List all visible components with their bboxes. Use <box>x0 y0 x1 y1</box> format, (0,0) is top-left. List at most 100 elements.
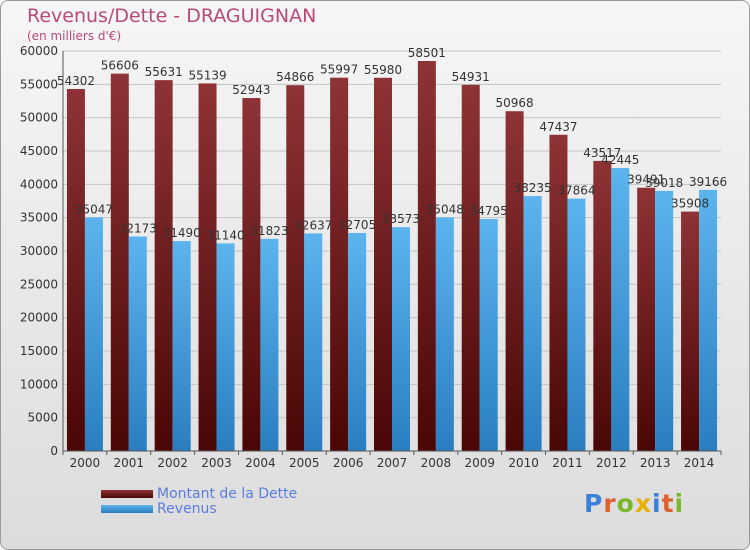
data-label: 56606 <box>101 59 139 73</box>
data-label: 47437 <box>539 120 577 134</box>
y-tick-label: 10000 <box>20 377 58 391</box>
data-label: 38235 <box>514 181 552 195</box>
x-tick-label: 2009 <box>464 456 495 470</box>
logo-letter: o <box>616 489 635 518</box>
bar-dette <box>417 60 436 451</box>
y-tick-label: 45000 <box>20 144 58 158</box>
legend-swatch-revenus <box>101 505 153 513</box>
bar-revenus <box>260 238 279 451</box>
x-tick-label: 2000 <box>70 456 101 470</box>
bar-revenus <box>611 168 630 452</box>
data-label: 33573 <box>382 212 420 226</box>
y-tick-label: 60000 <box>20 44 58 58</box>
bar-revenus <box>435 217 454 451</box>
logo-letter: P <box>584 489 604 518</box>
bar-dette <box>198 83 217 451</box>
data-label: 35047 <box>75 202 113 216</box>
logo-letter: t <box>661 489 675 518</box>
data-label: 55631 <box>145 65 183 79</box>
y-tick-label: 30000 <box>20 244 58 258</box>
x-tick-label: 2002 <box>157 456 188 470</box>
data-label: 43517 <box>583 146 621 160</box>
y-tick-label: 15000 <box>20 344 58 358</box>
bar-dette <box>549 134 568 451</box>
logo-letter: i <box>674 489 685 518</box>
data-label: 54866 <box>276 70 314 84</box>
y-tick-label: 35000 <box>20 211 58 225</box>
data-label: 52943 <box>232 83 270 97</box>
legend-swatch-debt <box>101 490 153 498</box>
data-label: 31490 <box>163 226 201 240</box>
x-tick-label: 2013 <box>640 456 671 470</box>
bar-revenus <box>392 227 410 451</box>
data-label: 42445 <box>601 153 639 167</box>
bar-revenus <box>567 198 586 451</box>
bar-dette <box>461 84 480 451</box>
y-tick-label: 25000 <box>20 277 58 291</box>
bar-dette <box>374 77 392 452</box>
y-tick-label: 40000 <box>20 177 58 191</box>
x-tick-label: 2014 <box>684 456 715 470</box>
data-label: 35908 <box>671 197 709 211</box>
bar-dette <box>110 73 129 452</box>
bar-revenus <box>172 241 191 451</box>
x-tick-label: 2008 <box>421 456 452 470</box>
x-tick-label: 2003 <box>201 456 232 470</box>
data-label: 37864 <box>557 184 595 198</box>
data-label: 54931 <box>452 70 490 84</box>
x-tick-label: 2012 <box>596 456 627 470</box>
y-tick-label: 55000 <box>20 77 58 91</box>
x-tick-label: 2004 <box>245 456 276 470</box>
bar-dette <box>66 88 85 451</box>
bar-dette <box>681 211 700 451</box>
data-label: 31823 <box>250 224 288 238</box>
bar-revenus <box>479 219 498 451</box>
x-tick-label: 2006 <box>333 456 364 470</box>
logo-letter: x <box>634 489 652 518</box>
data-label: 55997 <box>320 63 358 77</box>
bars <box>66 60 718 452</box>
bar-dette <box>286 85 305 451</box>
legend-label-revenus: Revenus <box>157 501 217 517</box>
x-tick-label: 2005 <box>289 456 320 470</box>
bar-dette <box>154 80 173 452</box>
y-tick-label: 20000 <box>20 311 58 325</box>
y-tick-label: 5000 <box>27 411 58 425</box>
data-label: 55139 <box>188 68 226 82</box>
x-tick-label: 2007 <box>377 456 408 470</box>
legend-label-debt: Montant de la Dette <box>157 486 298 502</box>
data-labels: 54302 35047 56606 32173 55631 31490 55139 31140… <box>57 46 727 242</box>
data-label: 32705 <box>338 218 376 232</box>
chart-subtitle: (en milliers d'€) <box>27 29 122 43</box>
y-tick-label: 0 <box>50 444 58 458</box>
data-label: 31140 <box>206 228 244 242</box>
data-label: 55980 <box>364 63 402 77</box>
y-tick-label: 50000 <box>20 111 58 125</box>
data-label: 39018 <box>645 176 683 190</box>
bar-revenus <box>348 232 367 451</box>
bar-revenus <box>84 217 103 451</box>
data-label: 50968 <box>496 96 534 110</box>
bar-revenus <box>655 190 674 451</box>
bar-revenus <box>304 233 323 451</box>
chart-title: Revenus/Dette - DRAGUIGNAN <box>27 5 317 27</box>
bar-dette <box>637 187 656 451</box>
data-label: 34795 <box>470 204 508 218</box>
x-tick-label: 2010 <box>508 456 539 470</box>
bar-dette <box>505 111 524 452</box>
proxiti-logo: Proxiti <box>584 489 684 518</box>
logo-letter: r <box>603 489 617 518</box>
bar-dette <box>242 98 261 452</box>
data-label: 58501 <box>408 46 446 60</box>
x-tick-label: 2001 <box>114 456 145 470</box>
data-label: 32637 <box>294 218 332 232</box>
logo-letter: i <box>652 489 662 518</box>
data-label: 32173 <box>119 222 157 236</box>
bar-revenus <box>216 243 235 451</box>
data-label: 39166 <box>689 175 727 189</box>
bar-revenus <box>128 236 147 451</box>
bar-dette <box>593 160 612 452</box>
x-tick-label: 2011 <box>552 456 583 470</box>
